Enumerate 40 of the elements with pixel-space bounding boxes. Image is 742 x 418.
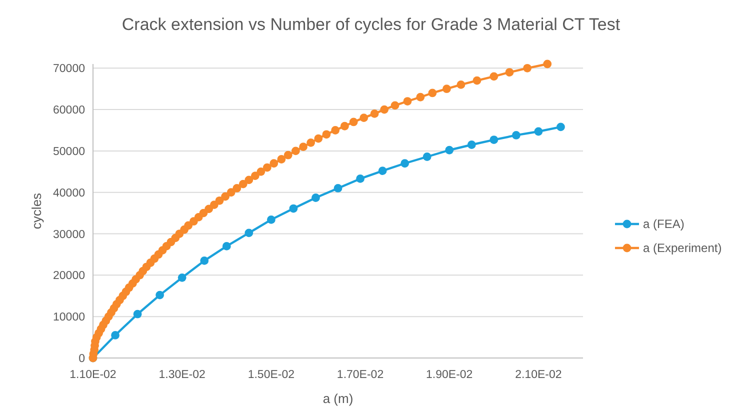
chart-title: Crack extension vs Number of cycles for Grade 3 Material CT Test — [122, 15, 620, 34]
y-tick-label: 20000 — [53, 270, 85, 282]
y-tick-label: 70000 — [53, 63, 85, 76]
point — [111, 331, 120, 340]
point — [556, 122, 565, 132]
point — [400, 159, 410, 168]
point — [156, 290, 164, 300]
point — [266, 215, 276, 224]
point — [312, 194, 320, 202]
point — [422, 152, 432, 161]
point — [490, 136, 498, 144]
y-tick-label: 0 — [78, 353, 85, 365]
x-tick-label: 1.50E-02 — [248, 369, 295, 381]
y-tick-label: 50000 — [53, 146, 85, 158]
point — [222, 242, 231, 250]
x-axis-title: a (m) — [322, 391, 354, 406]
x-tick-label: 2.10E-02 — [515, 369, 562, 381]
point — [356, 174, 364, 183]
point — [133, 310, 142, 318]
point — [289, 204, 298, 213]
point — [467, 140, 476, 149]
y-tick-label: 30000 — [53, 228, 85, 241]
x-tick-label: 1.10E-02 — [70, 369, 116, 381]
x-tick-label: 1.30E-02 — [158, 369, 206, 381]
point — [378, 166, 387, 176]
y-tick-label: 40000 — [53, 187, 85, 200]
legend-label: a (FEA) — [643, 217, 684, 231]
y-axis-title: cycles — [29, 192, 44, 230]
legend-label: a (Experiment) — [643, 241, 722, 255]
x-tick-label: 1.70E-02 — [336, 369, 384, 381]
y-tick-label: 60000 — [53, 104, 85, 117]
point — [178, 273, 186, 282]
point — [512, 131, 520, 140]
point — [534, 127, 543, 136]
point — [244, 228, 254, 238]
x-tick-label: 1.90E-02 — [426, 369, 473, 381]
point — [200, 256, 209, 265]
point — [334, 184, 342, 192]
point — [445, 146, 454, 154]
y-tick-label: 10000 — [53, 312, 85, 324]
